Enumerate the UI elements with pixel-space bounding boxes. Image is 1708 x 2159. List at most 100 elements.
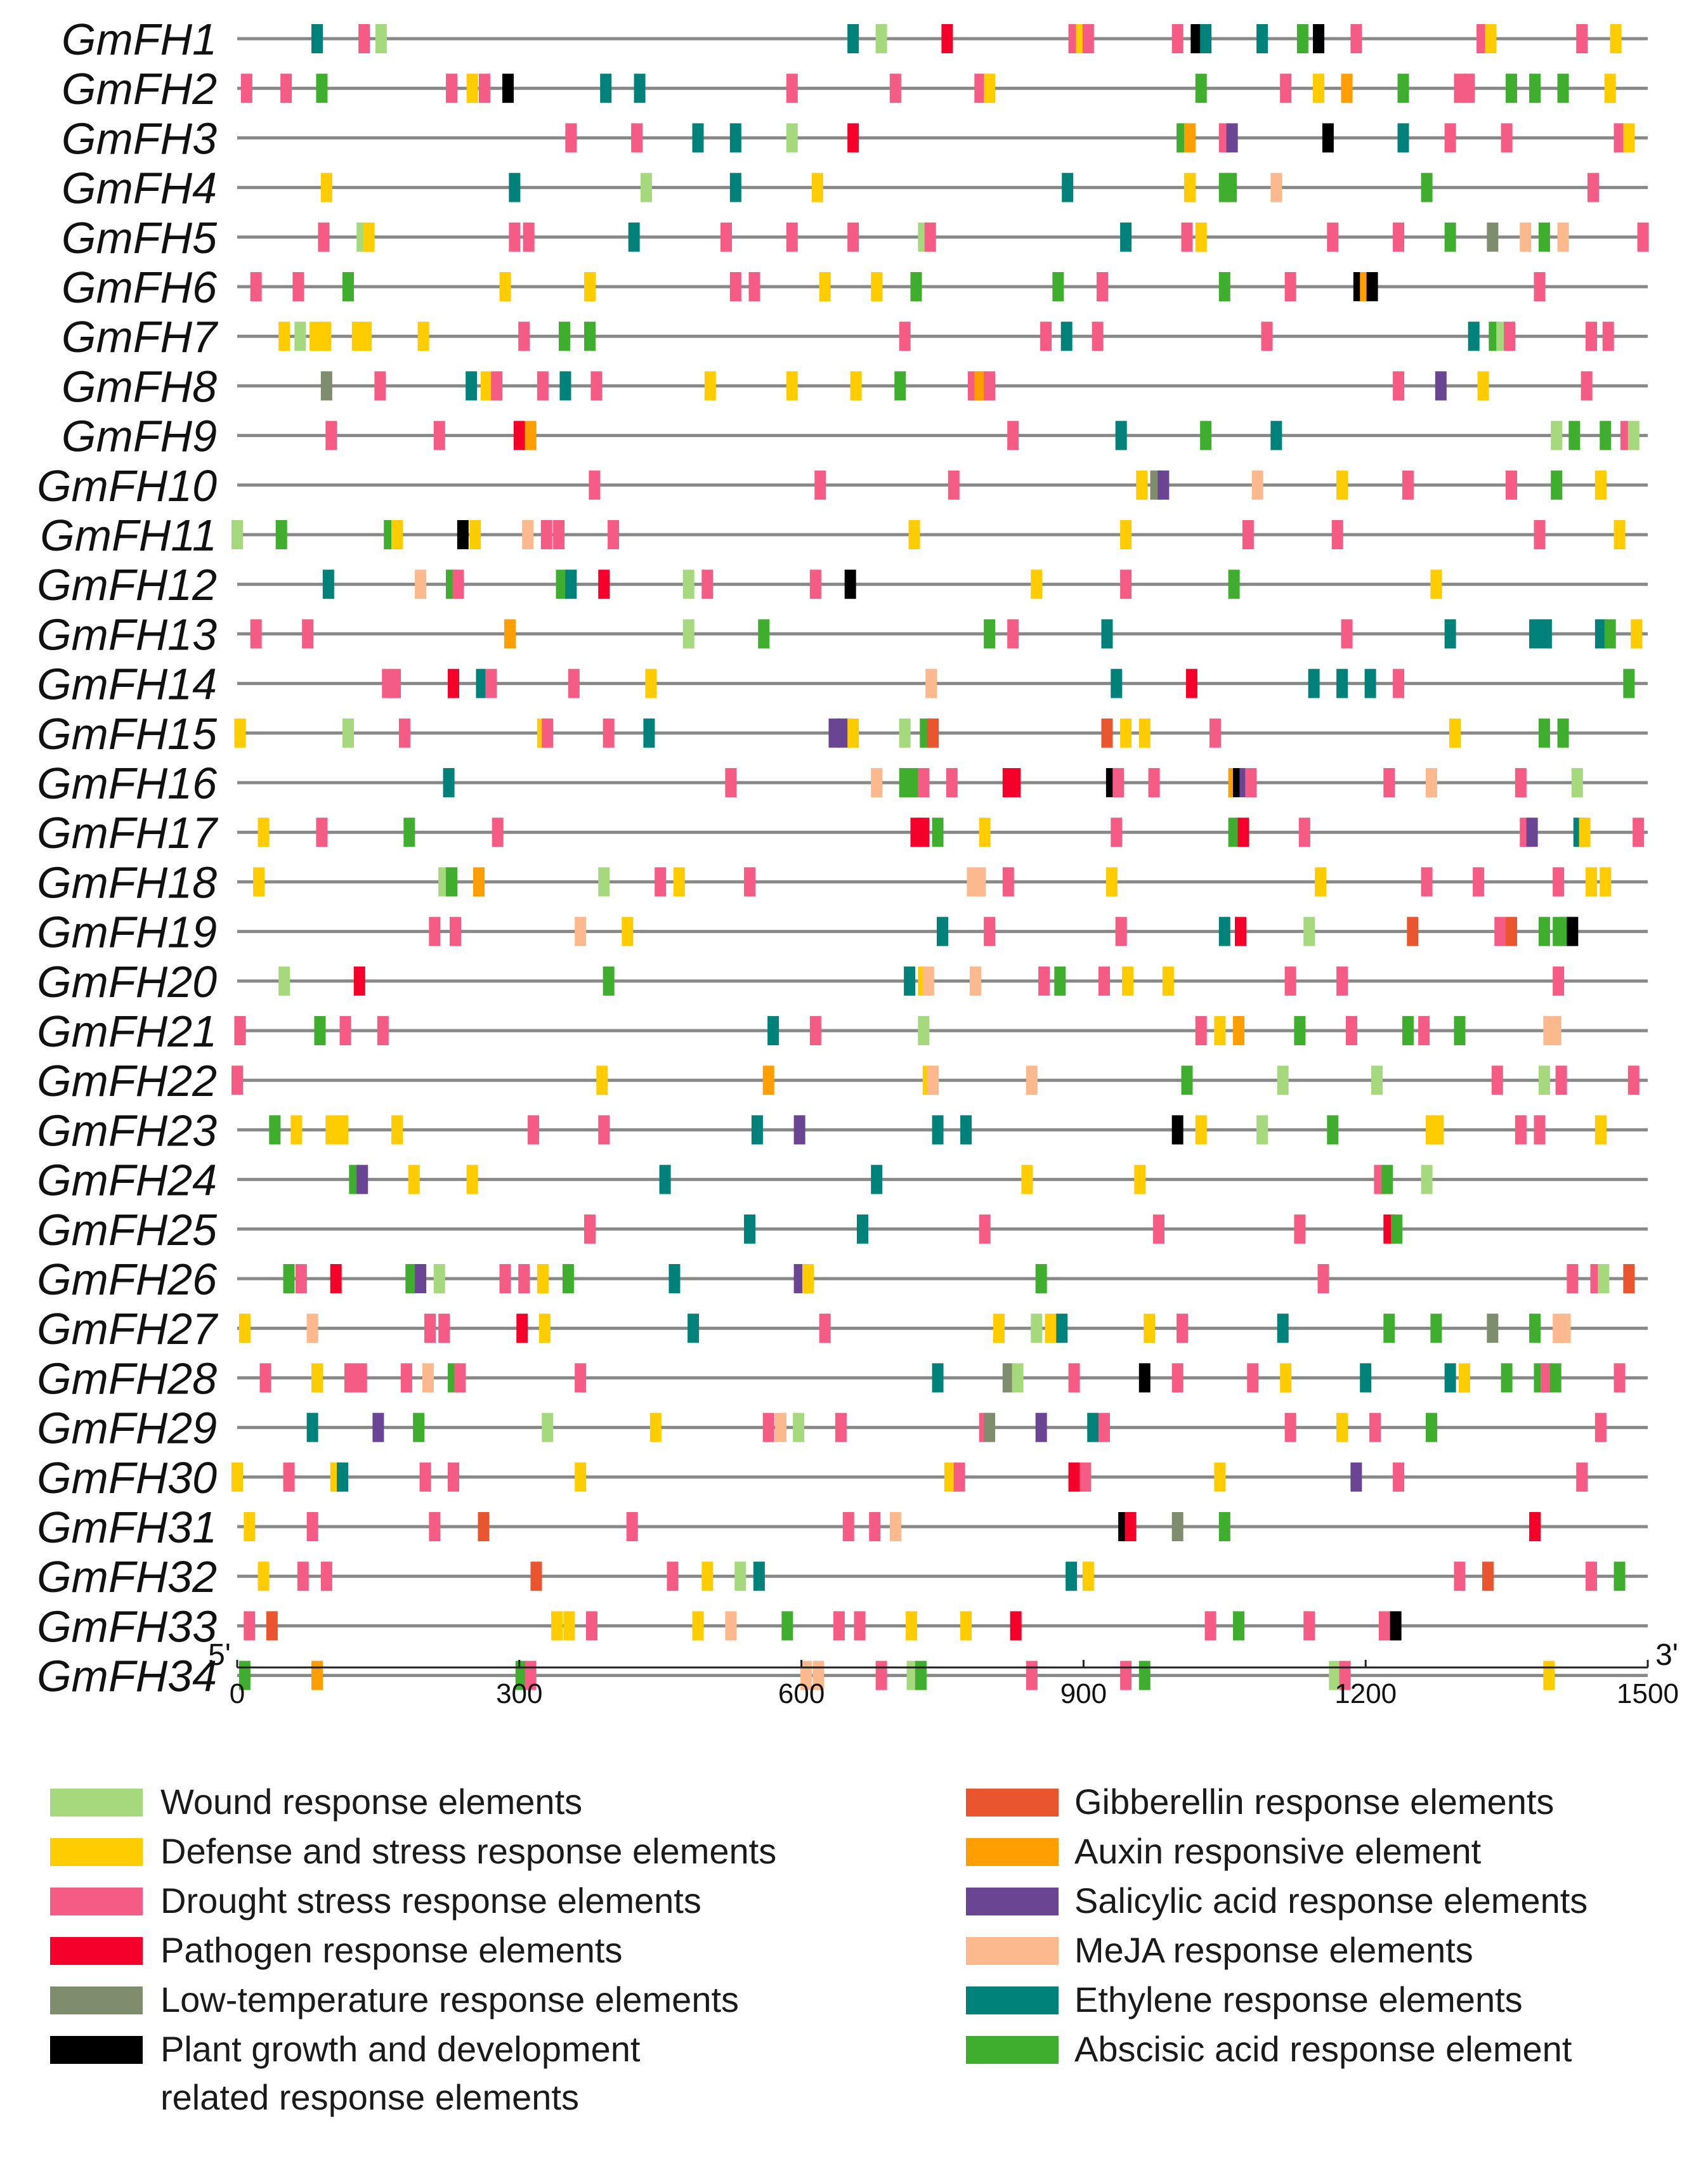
gene-row-GmFH15: GmFH15 [37, 709, 1648, 759]
element-mark-ethylene [688, 1314, 700, 1343]
element-mark-drought [1115, 916, 1127, 946]
element-mark-abscisic [314, 1016, 326, 1045]
element-mark-drought [1534, 520, 1546, 549]
element-mark-defense [1623, 123, 1635, 153]
element-mark-drought [1294, 1214, 1306, 1244]
element-mark-ethylene [904, 966, 916, 996]
legend-label: Gibberellin response elements [1074, 1782, 1554, 1822]
gene-row-GmFH8: GmFH8 [62, 362, 1648, 411]
element-mark-meja [925, 669, 937, 698]
gene-row-GmFH33: GmFH33 [37, 1601, 1648, 1651]
element-mark-defense [363, 222, 375, 252]
element-mark-drought [542, 718, 554, 748]
legend-label: Auxin responsive element [1074, 1831, 1482, 1871]
element-mark-abscisic [910, 272, 922, 301]
element-mark-drought [833, 1611, 845, 1641]
element-mark-abscisic [1623, 669, 1635, 698]
gene-row-GmFH19: GmFH19 [37, 908, 1648, 957]
element-mark-abscisic [1538, 222, 1550, 252]
element-mark-ethylene [1360, 1363, 1372, 1393]
element-mark-ethylene [1066, 1562, 1078, 1591]
gene-rows: GmFH1GmFH2GmFH3GmFH4GmFH5GmFH6GmFH7GmFH8… [37, 15, 1649, 1701]
element-mark-drought [433, 421, 445, 450]
element-mark-pathogen [330, 1264, 342, 1293]
element-mark-gibberellin [1623, 1264, 1635, 1293]
element-mark-drought [1586, 322, 1598, 351]
element-mark-drought [984, 916, 996, 946]
element-mark-meja [1520, 222, 1532, 252]
element-mark-drought [344, 1363, 356, 1393]
element-mark-pathogen [598, 570, 610, 599]
element-mark-ethylene [443, 768, 455, 797]
element-mark-defense [538, 1314, 551, 1343]
three-prime-label: 3' [1655, 1638, 1678, 1672]
element-mark-defense [1600, 867, 1612, 897]
element-mark-drought [244, 1611, 256, 1641]
element-mark-growth [1366, 272, 1378, 301]
element-mark-drought [429, 1512, 441, 1541]
element-mark-ethylene [509, 173, 521, 202]
element-mark-drought [1082, 24, 1094, 53]
element-mark-gibberellin [1101, 718, 1113, 748]
element-mark-defense [253, 867, 265, 897]
element-mark-drought [1491, 1066, 1503, 1095]
x-tick-label: 1200 [1334, 1678, 1397, 1709]
element-mark-defense [325, 1115, 337, 1145]
element-mark-drought [1204, 1611, 1216, 1641]
element-mark-defense [244, 1512, 256, 1541]
element-mark-drought [565, 123, 577, 153]
element-mark-drought [1098, 1412, 1111, 1442]
element-mark-wound [1256, 1115, 1268, 1145]
gene-row-GmFH18: GmFH18 [37, 858, 1648, 907]
gene-label: GmFH1 [62, 15, 217, 64]
element-mark-ethylene [729, 173, 741, 202]
element-mark-defense [1586, 867, 1598, 897]
gene-label: GmFH9 [62, 412, 217, 461]
element-mark-drought [979, 1214, 991, 1244]
element-mark-ethylene [476, 669, 488, 698]
element-mark-abscisic [906, 768, 918, 797]
element-mark-defense [645, 669, 657, 698]
legend-swatch [50, 1789, 143, 1817]
element-mark-wound [793, 1412, 805, 1442]
legend-swatch [966, 1888, 1059, 1915]
element-mark-gibberellin [1482, 1562, 1494, 1591]
element-mark-wound [375, 24, 387, 53]
element-mark-defense [231, 1462, 243, 1492]
element-mark-abscisic [405, 1264, 417, 1293]
element-mark-drought [1007, 619, 1019, 649]
element-mark-ethylene [1087, 1412, 1099, 1442]
element-mark-drought [400, 1363, 412, 1393]
gene-label: GmFH4 [62, 164, 217, 213]
element-mark-drought [1613, 1363, 1626, 1393]
element-mark-drought [1473, 867, 1485, 897]
element-mark-pathogen [1185, 669, 1197, 698]
element-mark-wound [1538, 1066, 1550, 1095]
element-mark-wound [1031, 1314, 1043, 1343]
element-mark-abscisic [1218, 1512, 1230, 1541]
element-mark-ethylene [306, 1412, 318, 1442]
element-mark-pathogen [1010, 1611, 1022, 1641]
element-mark-salicylic [793, 1115, 805, 1145]
element-mark-drought [1418, 1016, 1430, 1045]
element-mark-pathogen [941, 24, 953, 53]
element-mark-auxin [1341, 74, 1353, 103]
gene-row-GmFH6: GmFH6 [62, 263, 1648, 312]
element-mark-wound [1571, 768, 1583, 797]
element-mark-wound [342, 718, 354, 748]
element-mark-defense [480, 371, 492, 401]
element-mark-drought [297, 1562, 309, 1591]
element-mark-defense [1120, 718, 1132, 748]
element-mark-ethylene [1468, 322, 1480, 351]
element-mark-drought [240, 74, 252, 103]
element-mark-defense [819, 272, 831, 301]
legend-swatch [50, 2036, 143, 2064]
element-mark-abscisic [1600, 421, 1612, 450]
element-mark-drought [1120, 1660, 1132, 1690]
gene-label: GmFH10 [37, 461, 217, 511]
element-mark-drought [1555, 1066, 1567, 1095]
element-mark-defense [1485, 24, 1497, 53]
element-mark-defense [1138, 718, 1151, 748]
gene-label: GmFH33 [37, 1601, 217, 1651]
legend-item-meja: MeJA response elements [966, 1930, 1473, 1970]
